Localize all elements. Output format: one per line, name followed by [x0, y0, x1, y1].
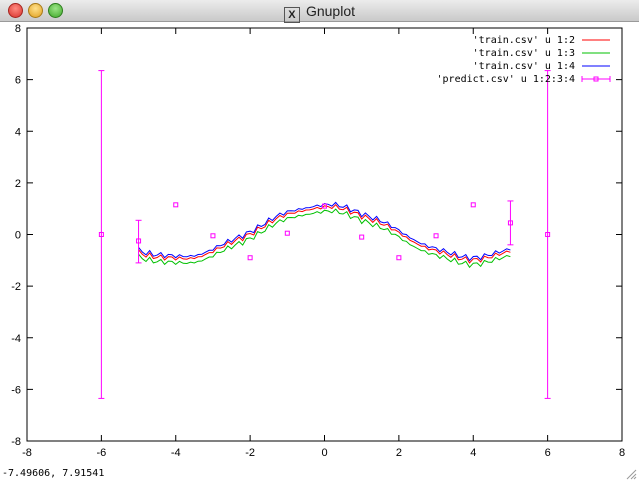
minimize-button[interactable] [28, 3, 43, 18]
y-tick-label: -6 [11, 384, 21, 396]
y-tick-label: -4 [11, 333, 21, 345]
predict-point [247, 255, 253, 261]
x-tick-label: -4 [171, 447, 181, 459]
legend-label: 'predict.csv' u 1:2:3:4 [437, 74, 575, 85]
train-series-line-2 [138, 208, 511, 269]
predict-point [210, 233, 216, 239]
x-tick-label: 6 [545, 447, 551, 459]
predict-point [507, 220, 513, 226]
legend-label: 'train.csv' u 1:4 [473, 61, 575, 72]
predict-point [98, 232, 104, 237]
window-title-text: Gnuplot [305, 3, 356, 19]
predict-point [359, 234, 365, 240]
axes: -8 -6 -4 -2 0 2 4 6 8 -8 -6 -4 -2 0 2 4 6 8 [11, 23, 625, 459]
plot-border [26, 27, 623, 442]
y-tick-label: 2 [15, 178, 21, 190]
x-tick-label: -8 [22, 447, 32, 459]
x11-icon: X [283, 7, 300, 23]
predict-point [433, 233, 439, 239]
y-tick-label: 8 [15, 23, 21, 35]
predict-series [98, 70, 551, 399]
title-bar[interactable]: X Gnuplot [0, 0, 639, 23]
x-tick-label: 8 [619, 447, 625, 459]
predict-point [545, 232, 551, 237]
x-tick-label: -6 [96, 447, 106, 459]
mouse-coordinates: -7.49606, 7.91541 [2, 468, 105, 479]
legend-label: 'train.csv' u 1:2 [473, 35, 575, 46]
predict-point [284, 230, 290, 236]
x-tick-label: 4 [470, 447, 476, 459]
y-tick-label: 6 [15, 75, 21, 87]
close-button[interactable] [8, 3, 23, 18]
predict-point [322, 203, 327, 209]
resize-grip-icon[interactable] [625, 468, 637, 480]
x-tick-label: 2 [396, 447, 402, 459]
window-title: X Gnuplot [0, 3, 639, 23]
predict-point [173, 202, 179, 208]
predict-point [396, 255, 402, 261]
train-series-line-3 [138, 201, 511, 262]
x-tick-label: 0 [321, 447, 327, 459]
predict-point [470, 202, 476, 208]
legend-label: 'train.csv' u 1:3 [473, 48, 575, 59]
predict-point [136, 238, 142, 244]
legend: 'train.csv' u 1:2 'train.csv' u 1:3 'train… [437, 35, 611, 85]
x-tick-label: -2 [245, 447, 255, 459]
plot-area[interactable]: -8 -6 -4 -2 0 2 4 6 8 -8 -6 -4 -2 0 2 4 6 8 'train.csv' u… [0, 22, 639, 466]
y-tick-label: -8 [11, 436, 21, 448]
train-series-line-1 [138, 203, 511, 264]
zoom-button[interactable] [48, 3, 63, 18]
legend-point-sample [593, 76, 599, 82]
y-tick-label: 0 [15, 230, 21, 242]
y-tick-label: -2 [11, 281, 21, 293]
series-lines [138, 201, 511, 269]
y-tick-label: 4 [15, 126, 21, 138]
